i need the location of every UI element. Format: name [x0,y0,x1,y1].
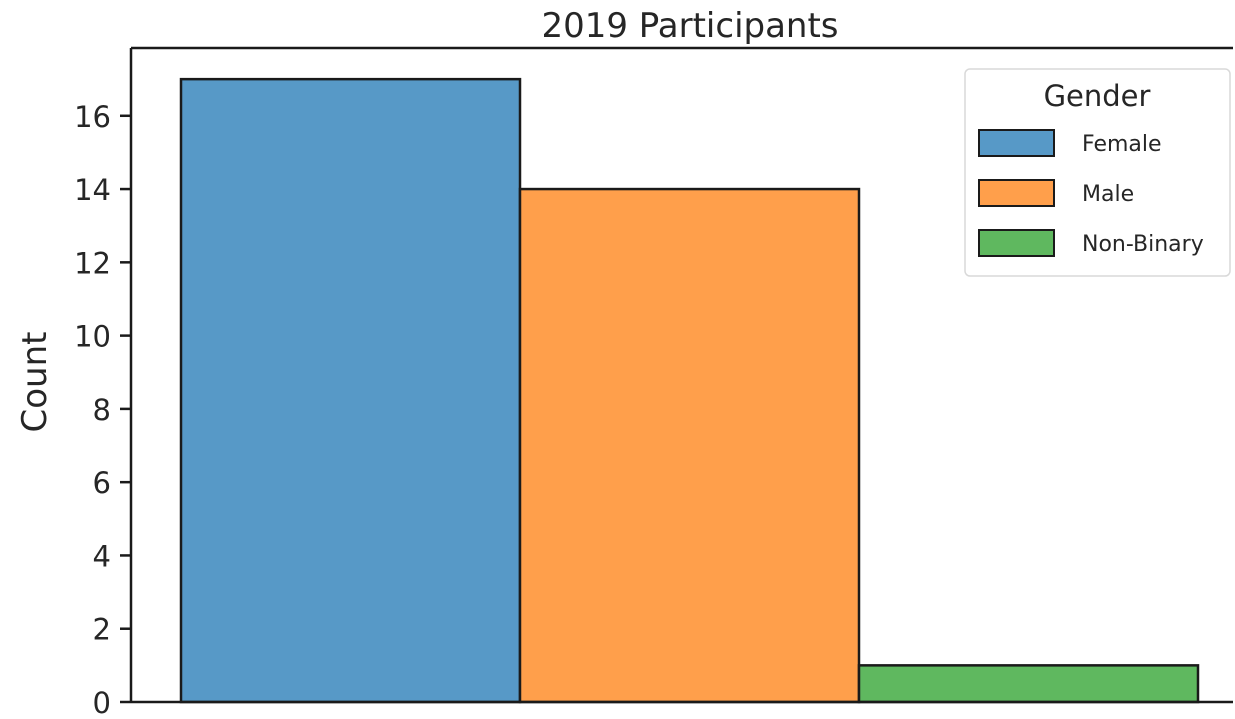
axes-group [129,46,1233,704]
y-tick-label: 14 [74,173,111,207]
y-tick-label: 16 [74,100,111,134]
y-tick-label: 4 [93,539,111,573]
legend-frame [964,68,1231,277]
chart-title: 2019 Participants [541,6,838,46]
legend-title: Gender [1044,79,1151,113]
legend-swatch-non-binary [978,229,1055,257]
y-ticks-group: 0 2 4 6 8 10 12 14 16 [74,100,131,719]
y-tick-label: 10 [74,320,111,354]
y-tick-label: 6 [93,466,111,500]
legend: Gender Female Male Non-Binary [964,68,1231,277]
legend-label-female: Female [1082,132,1162,157]
legend-label-male: Male [1082,182,1134,207]
legend-label-non-binary: Non-Binary [1082,232,1204,257]
bar-non-binary [857,664,1200,704]
y-tick-label: 12 [74,246,111,280]
bar-female [179,77,522,704]
y-tick-label: 8 [93,393,111,427]
legend-swatch-male [978,179,1055,207]
bar-male [518,187,861,704]
bars-group [179,77,1200,704]
y-tick-label: 0 [93,686,111,719]
y-axis-label: Count [15,332,55,433]
y-tick-label: 2 [93,613,111,647]
legend-swatch-female [978,129,1055,157]
legend-items: Female Male Non-Binary [978,129,1204,257]
